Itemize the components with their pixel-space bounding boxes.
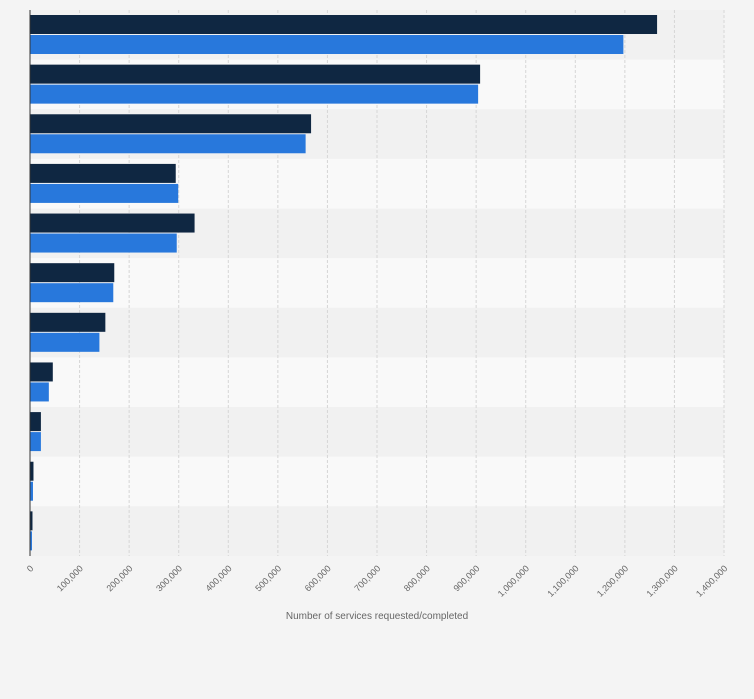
x-tick-label: 600,000 [303,563,333,593]
x-tick-label: 500,000 [253,563,283,593]
bar [30,35,624,54]
bar [30,432,41,452]
bars-group [30,15,658,551]
bar [30,332,100,352]
x-tick-label: 1,200,000 [595,563,630,598]
bar [30,263,115,283]
x-tick-labels: 0 100,000 200,000 300,000 400,000 500,000 600,… [25,563,730,598]
x-tick-label: 100,000 [55,563,85,593]
bar [30,114,312,134]
bar [30,163,176,183]
bar [30,511,33,531]
bar [30,134,306,154]
x-tick-label: 1,300,000 [644,563,679,598]
x-tick-label: 1,400,000 [694,563,729,598]
bar [30,531,32,551]
bar [30,233,177,253]
x-tick-label: 400,000 [204,563,234,593]
x-tick-label: 800,000 [402,563,432,593]
x-tick-label: 300,000 [154,563,184,593]
bar [30,15,658,34]
row-bands [30,10,724,556]
bar [30,213,195,233]
bar [30,362,53,382]
x-tick-label: 1,000,000 [496,563,531,598]
bar [30,481,33,501]
x-tick-label: 700,000 [352,563,382,593]
bar [30,382,49,402]
bar [30,64,481,84]
x-tick-label: 0 [25,563,36,574]
bar [30,412,41,432]
x-axis-title: Number of services requested/completed [286,611,468,622]
bar [30,312,106,332]
x-tick-label: 1,100,000 [545,563,580,598]
bar [30,84,479,104]
bar [30,183,179,203]
bar [30,461,34,481]
x-tick-label: 900,000 [451,563,481,593]
x-tick-label: 200,000 [104,563,134,593]
bar [30,283,114,303]
